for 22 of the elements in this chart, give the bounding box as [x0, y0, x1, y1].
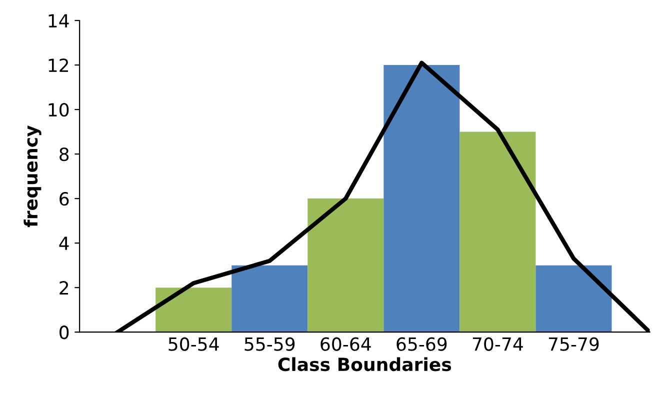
x-tick-label: 55-59	[244, 337, 295, 351]
x-axis-title: Class Boundaries	[278, 357, 452, 372]
bar	[460, 132, 536, 332]
y-tick-label: 8	[60, 148, 69, 162]
bar	[232, 265, 308, 332]
bar	[308, 198, 384, 332]
y-axis-title: frequency	[24, 125, 42, 228]
x-tick-label: 70-74	[472, 337, 523, 351]
x-tick-label: 65-69	[396, 337, 447, 351]
y-tick-label: 10	[48, 102, 69, 117]
y-tick-label: 12	[48, 58, 68, 72]
y-tick-label: 4	[59, 236, 69, 250]
x-tick-label: 50-54	[168, 337, 219, 351]
bar	[536, 265, 612, 332]
y-tick-label: 6	[60, 192, 69, 206]
x-tick-label: 75-79	[548, 337, 599, 351]
bar	[156, 288, 232, 332]
y-tick-label: 0	[60, 326, 69, 340]
x-tick-label: 60-64	[320, 337, 371, 351]
y-tick-label: 2	[60, 281, 68, 294]
y-tick-label: 14	[48, 14, 69, 28]
bar	[384, 65, 460, 332]
